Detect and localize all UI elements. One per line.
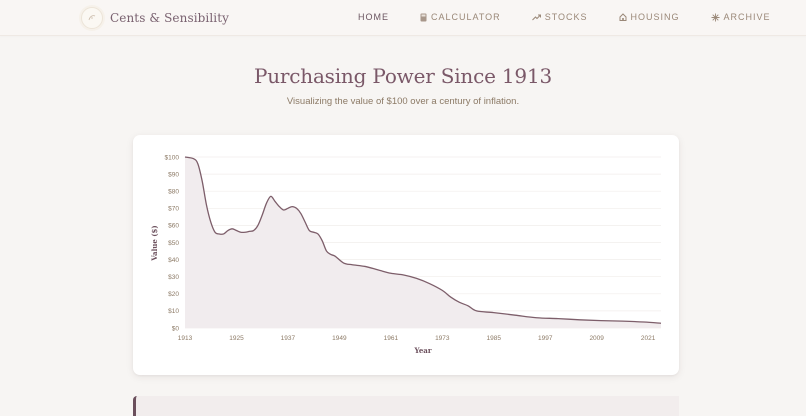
y-tick-label: $90 [168,171,179,178]
hero-section: Purchasing Power Since 1913 Visualizing … [0,64,806,107]
chart-area-fill [185,157,661,328]
nav-archive[interactable]: ARCHIVE [711,12,771,22]
y-tick-label: $0 [172,325,180,332]
y-axis-title: Value ($) [150,225,159,261]
y-tick-label: $60 [168,223,179,230]
brand-logo[interactable]: Cents & Sensibility [81,6,229,30]
nav-calculator[interactable]: CALCULATOR [420,12,501,22]
nav-housing-label: HOUSING [630,12,680,22]
nav-calculator-label: CALCULATOR [431,12,501,22]
y-axis-ticks: $0 $10 $20 $30 $40 $50 $60 $70 $80 $90 $100 [165,154,180,332]
nav-home-label: HOME [358,12,389,22]
y-tick-label: $10 [168,308,179,315]
info-panel [133,396,679,416]
brand-name: Cents & Sensibility [110,11,230,25]
chart-card: $0 $10 $20 $30 $40 $50 $60 $70 $80 $90 $100 1913 19… [133,135,679,375]
main-nav: HOME CALCULATOR STOCKS HOUSING ARCHIVE [358,12,802,22]
x-tick-label: 1949 [332,335,347,342]
x-tick-label: 1985 [487,335,502,342]
x-tick-label: 1937 [281,335,296,342]
x-tick-label: 2009 [589,335,604,342]
x-axis-title: Year [413,346,431,355]
page-subtitle: Visualizing the value of $100 over a cen… [286,96,520,107]
x-axis-ticks: 1913 1925 1937 1949 1961 1973 1985 1997 2009 2021 [178,335,656,342]
page-title: Purchasing Power Since 1913 [253,64,553,88]
purchasing-power-chart[interactable]: $0$10$20$30$40$50$60$70$80$90$100 1913 19… [133,135,679,375]
y-tick-label: $80 [168,189,179,196]
y-tick-label: $20 [168,291,179,298]
x-tick-label: 1925 [229,335,244,342]
y-tick-label: $70 [168,206,179,213]
nav-home[interactable]: HOME [358,12,389,22]
home-icon [619,13,627,21]
trending-up-icon [531,14,541,20]
x-tick-label: 1973 [435,335,450,342]
calculator-icon [420,13,427,21]
x-tick-label: 1913 [178,335,193,342]
nav-housing[interactable]: HOUSING [619,12,680,22]
x-tick-label: 1997 [538,335,553,342]
x-tick-label: 1961 [384,335,399,342]
sparkle-icon [711,13,720,21]
x-tick-label: 2021 [641,335,656,342]
top-navigation-bar: Cents & Sensibility HOME CALCULATOR STOC… [0,0,806,36]
nav-stocks[interactable]: STOCKS [531,12,588,22]
chart-line [184,156,662,324]
y-tick-label: $40 [168,257,179,264]
nav-stocks-label: STOCKS [544,12,588,22]
y-tick-label: $30 [168,274,179,281]
y-tick-label: $100 [165,154,180,161]
y-tick-label: $50 [168,240,179,247]
coin-logo-icon [81,7,103,29]
nav-archive-label: ARCHIVE [723,12,771,22]
